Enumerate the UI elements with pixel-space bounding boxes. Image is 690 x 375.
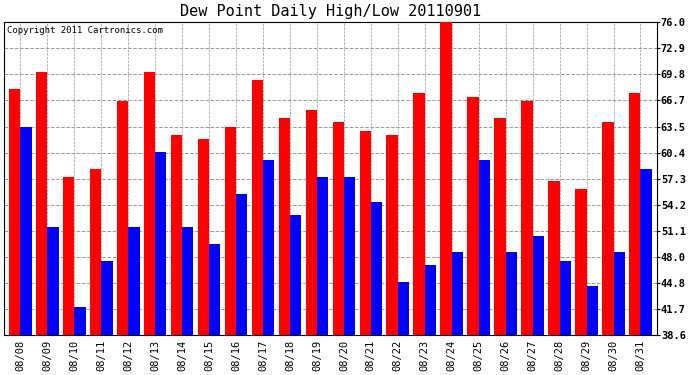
Bar xyxy=(117,101,128,335)
Bar xyxy=(613,252,625,335)
Bar xyxy=(236,194,248,335)
Bar xyxy=(506,252,517,335)
Bar xyxy=(575,189,586,335)
Bar xyxy=(63,177,75,335)
Bar xyxy=(306,110,317,335)
Bar xyxy=(225,127,236,335)
Bar xyxy=(586,286,598,335)
Bar xyxy=(252,80,263,335)
Bar xyxy=(101,261,112,335)
Bar xyxy=(36,72,48,335)
Bar xyxy=(209,244,220,335)
Bar xyxy=(128,227,139,335)
Bar xyxy=(344,177,355,335)
Bar xyxy=(182,227,193,335)
Bar xyxy=(602,122,613,335)
Bar xyxy=(425,265,436,335)
Bar xyxy=(494,118,506,335)
Bar xyxy=(144,72,155,335)
Bar xyxy=(290,214,302,335)
Bar xyxy=(359,131,371,335)
Bar xyxy=(629,93,640,335)
Bar xyxy=(20,127,32,335)
Bar xyxy=(198,139,209,335)
Bar xyxy=(560,261,571,335)
Bar xyxy=(155,152,166,335)
Bar xyxy=(279,118,290,335)
Bar xyxy=(467,97,479,335)
Bar xyxy=(263,160,275,335)
Bar xyxy=(398,282,409,335)
Bar xyxy=(333,122,344,335)
Bar xyxy=(371,202,382,335)
Bar xyxy=(171,135,182,335)
Bar xyxy=(386,135,398,335)
Bar xyxy=(479,160,490,335)
Text: Copyright 2011 Cartronics.com: Copyright 2011 Cartronics.com xyxy=(8,26,164,35)
Bar xyxy=(549,181,560,335)
Bar xyxy=(440,22,452,335)
Bar xyxy=(413,93,425,335)
Title: Dew Point Daily High/Low 20110901: Dew Point Daily High/Low 20110901 xyxy=(180,4,481,19)
Bar xyxy=(90,168,101,335)
Bar xyxy=(75,307,86,335)
Bar xyxy=(48,227,59,335)
Bar xyxy=(317,177,328,335)
Bar xyxy=(9,89,20,335)
Bar xyxy=(533,236,544,335)
Bar xyxy=(452,252,463,335)
Bar xyxy=(522,101,533,335)
Bar xyxy=(640,168,652,335)
